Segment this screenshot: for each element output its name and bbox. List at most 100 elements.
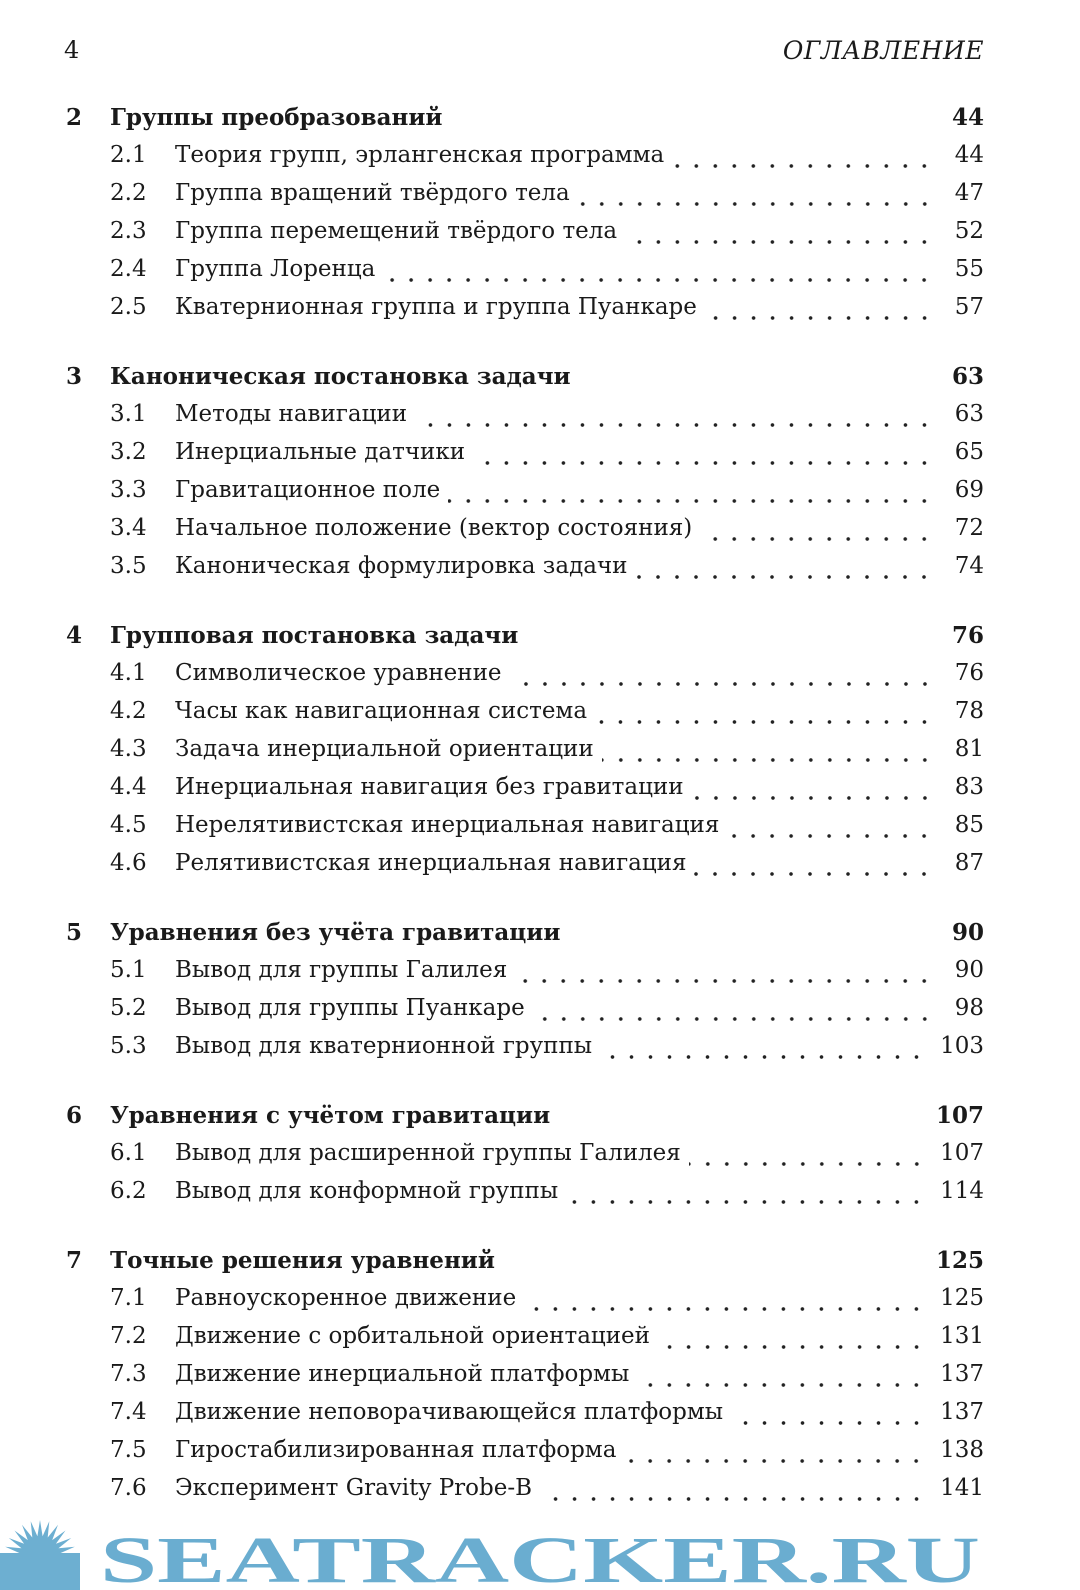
section-title: Гравитационное поле	[175, 477, 441, 503]
dot-leader	[383, 278, 934, 282]
section-entry: 2.5 Кватернионная группа и группа Пуанкар…	[66, 294, 984, 332]
section-number: 4.2	[110, 698, 147, 724]
dot-leader	[448, 499, 934, 503]
section-page: 141	[940, 1475, 984, 1501]
section-entry: 4.1 Символическое уравнение 76	[66, 660, 984, 698]
dot-leader	[637, 1383, 927, 1387]
section-title: Движение инерциальной платформы	[175, 1361, 630, 1387]
dot-leader	[658, 1345, 927, 1349]
section-number: 4.1	[110, 660, 147, 686]
section-page: 81	[954, 736, 984, 762]
section-entry: 4.4 Инерциальная навигация без гравитации…	[66, 774, 984, 812]
section-entry: 6.2 Вывод для конформной группы 114	[66, 1178, 984, 1216]
section-page: 72	[954, 515, 984, 541]
dot-leader	[694, 872, 934, 876]
section-title: Движение с орбитальной ориентацией	[175, 1323, 650, 1349]
section-number: 5.2	[110, 995, 147, 1021]
chapter-page: 125	[935, 1247, 984, 1274]
section-number: 7.4	[110, 1399, 147, 1425]
section-entry: 2.2 Группа вращений твёрдого тела 47	[66, 180, 984, 218]
running-head: ОГЛАВЛЕНИЕ	[782, 36, 984, 65]
chapter-page: 63	[951, 363, 984, 390]
section-page: 69	[954, 477, 984, 503]
chapter-number: 2	[66, 104, 83, 131]
section-title: Теория групп, эрлангенская программа	[175, 142, 665, 168]
chapter-page: 76	[951, 622, 984, 649]
section-number: 3.3	[110, 477, 147, 503]
section-entry: 3.4 Начальное положение (вектор состояния…	[66, 515, 984, 553]
section-number: 3.5	[110, 553, 147, 579]
section-page: 74	[954, 553, 984, 579]
chapter-title: Уравнения с учётом гравитации	[110, 1102, 551, 1129]
chapter-title: Каноническая постановка задачи	[110, 363, 571, 390]
chapter-number: 4	[66, 622, 83, 649]
section-number: 5.3	[110, 1033, 147, 1059]
section-entry: 7.2 Движение с орбитальной ориентацией 131	[66, 1323, 984, 1361]
section-entry: 5.2 Вывод для группы Пуанкаре 98	[66, 995, 984, 1033]
section-number: 2.4	[110, 256, 147, 282]
section-page: 125	[940, 1285, 984, 1311]
section-entry: 7.3 Движение инерциальной платформы 137	[66, 1361, 984, 1399]
section-number: 3.2	[110, 439, 147, 465]
chapter-title: Уравнения без учёта гравитации	[110, 919, 561, 946]
section-page: 90	[954, 957, 984, 983]
section-number: 6.2	[110, 1178, 147, 1204]
page-number: 4	[64, 36, 80, 64]
section-number: 2.2	[110, 180, 147, 206]
section-page: 87	[954, 850, 984, 876]
dot-leader	[625, 240, 934, 244]
section-page: 44	[954, 142, 984, 168]
section-page: 85	[954, 812, 984, 838]
chapter-page: 107	[935, 1102, 984, 1129]
section-number: 6.1	[110, 1140, 147, 1166]
section-title: Инерциальные датчики	[175, 439, 466, 465]
chapter-page: 90	[951, 919, 984, 946]
section-number: 7.1	[110, 1285, 147, 1311]
dot-leader	[691, 796, 934, 800]
section-title: Задача инерциальной ориентации	[175, 736, 594, 762]
chapter-entry: 7 Точные решения уравнений 125	[66, 1247, 984, 1285]
section-entry: 7.4 Движение неповорачивающейся платформы…	[66, 1399, 984, 1437]
watermark-text: SEATRACKER.RU	[100, 1524, 980, 1590]
section-entry: 6.1 Вывод для расширенной группы Галилея 1…	[66, 1140, 984, 1178]
section-page: 65	[954, 439, 984, 465]
section-entry: 3.2 Инерциальные датчики 65	[66, 439, 984, 477]
section-title: Группа вращений твёрдого тела	[175, 180, 570, 206]
dot-leader	[524, 1307, 927, 1311]
section-entry: 5.1 Вывод для группы Галилея 90	[66, 957, 984, 995]
section-title: Группа перемещений твёрдого тела	[175, 218, 618, 244]
section-page: 137	[940, 1399, 984, 1425]
section-title: Инерциальная навигация без гравитации	[175, 774, 684, 800]
dot-leader	[688, 1162, 927, 1166]
dot-leader	[672, 164, 934, 168]
dot-leader	[601, 758, 934, 762]
section-number: 7.3	[110, 1361, 147, 1387]
dot-leader	[509, 682, 934, 686]
section-number: 7.2	[110, 1323, 147, 1349]
section-number: 2.5	[110, 294, 147, 320]
dot-leader	[540, 1497, 927, 1501]
section-entry: 7.6 Эксперимент Gravity Probe-B 141	[66, 1475, 984, 1513]
watermark-logo: SEATRACKER.RU	[0, 1520, 980, 1590]
chapter-title: Группы преобразований	[110, 104, 443, 131]
dot-leader	[473, 461, 934, 465]
dot-leader	[595, 720, 934, 724]
chapter-number: 3	[66, 363, 83, 390]
section-page: 83	[954, 774, 984, 800]
chapter-entry: 6 Уравнения с учётом гравитации 107	[66, 1102, 984, 1140]
section-title: Кватернионная группа и группа Пуанкаре	[175, 294, 697, 320]
section-title: Символическое уравнение	[175, 660, 502, 686]
dot-leader	[515, 979, 934, 983]
section-entry: 3.3 Гравитационное поле 69	[66, 477, 984, 515]
section-number: 3.1	[110, 401, 147, 427]
section-title: Методы навигации	[175, 401, 408, 427]
dot-leader	[731, 1421, 927, 1425]
sun-icon	[0, 1520, 80, 1590]
section-title: Вывод для группы Галилея	[175, 957, 508, 983]
section-page: 103	[940, 1033, 984, 1059]
section-number: 5.1	[110, 957, 147, 983]
chapter-entry: 3 Каноническая постановка задачи 63	[66, 363, 984, 401]
section-title: Вывод для группы Пуанкаре	[175, 995, 525, 1021]
section-entry: 7.5 Гиростабилизированная платформа 138	[66, 1437, 984, 1475]
section-title: Гиростабилизированная платформа	[175, 1437, 617, 1463]
